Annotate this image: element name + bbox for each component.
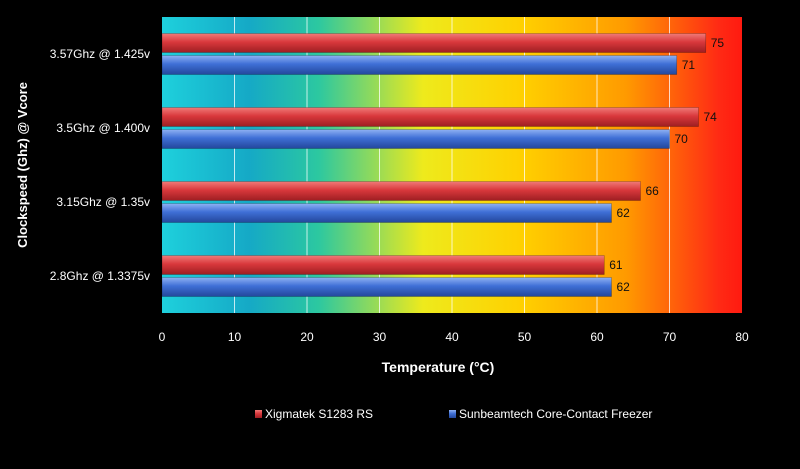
x-tick-label: 70 <box>663 330 677 344</box>
x-tick-label: 20 <box>300 330 314 344</box>
x-tick-label: 50 <box>518 330 532 344</box>
bar-series-1 <box>161 181 641 201</box>
bar-series-2 <box>161 129 670 149</box>
value-label: 70 <box>675 132 689 146</box>
legend-swatch-series-2 <box>449 410 456 418</box>
legend-label-series-2: Sunbeamtech Core-Contact Freezer <box>459 407 652 421</box>
value-label: 71 <box>682 58 696 72</box>
bar-series-2 <box>161 203 612 223</box>
value-label: 74 <box>704 110 718 124</box>
x-tick-label: 0 <box>159 330 166 344</box>
legend-label-series-1: Xigmatek S1283 RS <box>265 407 373 421</box>
category-label: 2.8Ghz @ 1.3375v <box>50 269 150 283</box>
category-label: 3.57Ghz @ 1.425v <box>50 47 150 61</box>
x-tick-label: 10 <box>228 330 242 344</box>
value-label: 66 <box>646 184 660 198</box>
bar-series-1 <box>161 107 699 127</box>
category-label: 3.5Ghz @ 1.400v <box>56 121 150 135</box>
value-label: 62 <box>617 280 631 294</box>
bar-series-2 <box>161 277 612 297</box>
value-labels: 75 71 74 70 66 62 61 62 <box>609 36 724 294</box>
bar-series-2 <box>161 55 678 75</box>
x-axis-label: Temperature (°C) <box>382 359 495 375</box>
value-label: 62 <box>617 206 631 220</box>
x-tick-label: 40 <box>445 330 459 344</box>
bars <box>161 33 707 297</box>
category-labels: 3.57Ghz @ 1.425v 3.5Ghz @ 1.400v 3.15Ghz @… <box>50 47 150 283</box>
tick-labels: 0 10 20 30 40 50 60 70 80 <box>159 330 749 344</box>
x-tick-label: 60 <box>590 330 604 344</box>
bar-series-1 <box>161 255 605 275</box>
value-label: 75 <box>711 36 725 50</box>
legend-swatch-series-1 <box>255 410 262 418</box>
y-axis-label: Clockspeed (Ghz) @ Vcore <box>15 82 30 248</box>
legend: Xigmatek S1283 RS Sunbeamtech Core-Conta… <box>255 407 652 421</box>
bar-series-1 <box>161 33 707 53</box>
x-tick-label: 30 <box>373 330 387 344</box>
category-label: 3.15Ghz @ 1.35v <box>56 195 150 209</box>
value-label: 61 <box>609 258 623 272</box>
x-tick-label: 80 <box>735 330 749 344</box>
